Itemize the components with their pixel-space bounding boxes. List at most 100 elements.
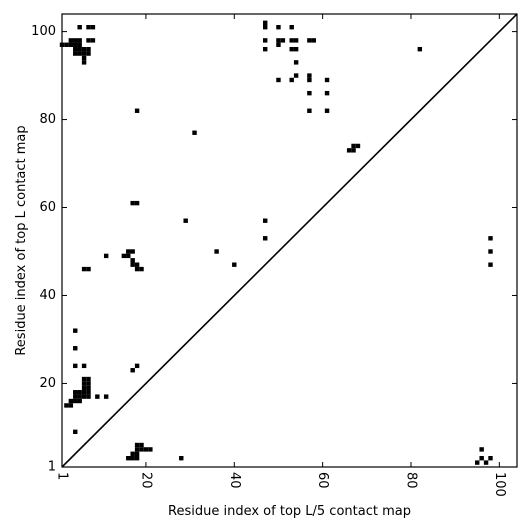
contact-cell xyxy=(139,447,144,452)
contact-cell xyxy=(86,381,91,386)
contact-cell xyxy=(280,38,286,43)
contact-cell xyxy=(73,346,78,351)
contact-cell xyxy=(81,381,87,386)
contact-cell xyxy=(289,46,294,52)
contact-cell xyxy=(81,51,87,56)
contact-cell xyxy=(293,73,299,78)
x-tick-label: 20 xyxy=(138,472,153,489)
contact-cell xyxy=(81,394,87,399)
contact-cell xyxy=(134,266,140,272)
contact-cell xyxy=(81,46,87,52)
contact-cell xyxy=(86,51,91,56)
contact-cell xyxy=(81,363,87,369)
contact-cell xyxy=(417,46,423,52)
contact-cell xyxy=(346,148,352,153)
x-tick-label: 80 xyxy=(403,472,418,489)
contact-cell xyxy=(263,38,268,43)
contact-cell xyxy=(77,398,82,404)
contact-cell xyxy=(130,249,135,254)
contact-cell xyxy=(73,46,78,52)
x-tick-label: 60 xyxy=(315,472,330,489)
contact-cell xyxy=(134,108,140,113)
contact-cell xyxy=(324,108,330,113)
contact-cell xyxy=(289,77,294,83)
y-tick-label: 1 xyxy=(48,460,56,475)
contact-cell xyxy=(263,218,268,223)
contact-cell xyxy=(263,25,268,30)
contact-cell xyxy=(276,77,281,83)
contact-cell xyxy=(130,258,135,263)
contact-cell xyxy=(86,394,91,399)
contact-cell xyxy=(77,394,82,399)
contact-cell xyxy=(143,447,149,452)
y-axis-ticks: 1 20 40 60 80 100 xyxy=(31,24,517,475)
contact-cell xyxy=(73,38,78,43)
x-tick-label: 40 xyxy=(227,472,242,489)
contact-cell xyxy=(355,143,361,149)
contact-cell xyxy=(293,38,299,43)
contact-cells xyxy=(59,20,493,465)
plot-frame xyxy=(61,13,518,468)
contact-cell xyxy=(134,451,140,457)
x-tick-label: 100 xyxy=(492,472,507,497)
contact-cell xyxy=(179,456,184,461)
contact-cell xyxy=(86,38,91,43)
contact-cell xyxy=(130,200,135,206)
contact-cell xyxy=(130,262,135,267)
y-axis-label: Residue index of top L contact map xyxy=(14,125,29,355)
contact-cell xyxy=(214,249,219,254)
contact-cell xyxy=(307,77,312,83)
contact-cell xyxy=(130,368,135,373)
contact-cell xyxy=(148,447,153,452)
contact-cell xyxy=(73,394,78,399)
contact-cell xyxy=(311,38,317,43)
y-tick-label: 80 xyxy=(39,112,56,127)
contact-cell xyxy=(77,42,82,47)
contact-cell xyxy=(68,38,74,43)
contact-cell xyxy=(81,55,87,61)
y-tick-label: 20 xyxy=(39,376,56,391)
contact-cell xyxy=(126,456,131,461)
contact-cell xyxy=(77,25,82,30)
contact-cell xyxy=(103,394,109,399)
contact-cell xyxy=(130,456,135,461)
contact-cell xyxy=(351,143,356,149)
contact-cell xyxy=(77,38,82,43)
contact-cell xyxy=(73,363,78,369)
diagonal-line xyxy=(61,13,518,468)
contact-cell xyxy=(81,266,87,272)
contact-cell xyxy=(103,253,109,259)
contact-cell xyxy=(307,108,312,113)
contact-cell xyxy=(307,90,312,96)
contact-cell xyxy=(289,25,294,30)
contact-cell xyxy=(479,456,484,461)
contact-cell xyxy=(73,398,78,404)
contact-cell xyxy=(86,376,91,382)
contact-cell xyxy=(263,236,268,241)
contact-cell xyxy=(139,442,144,448)
contact-cell xyxy=(134,456,140,461)
contact-cell xyxy=(126,249,131,254)
y-tick-label: 60 xyxy=(39,200,56,215)
contact-cell xyxy=(139,266,144,272)
contact-cell xyxy=(289,38,294,43)
x-axis-label: Residue index of top L/5 contact map xyxy=(168,504,411,519)
contact-cell xyxy=(64,403,69,408)
contact-cell xyxy=(77,51,82,56)
x-axis-ticks: 1 20 40 60 80 100 xyxy=(55,14,507,497)
x-tick-label: 1 xyxy=(55,472,70,480)
contact-cell xyxy=(81,385,87,391)
contact-cell xyxy=(324,77,330,83)
contact-cell xyxy=(73,42,78,47)
contact-cell xyxy=(488,236,493,241)
contact-cell xyxy=(307,38,312,43)
contact-cell xyxy=(479,447,484,452)
contact-cell xyxy=(183,218,188,223)
contact-cell xyxy=(81,376,87,382)
contact-cell xyxy=(90,38,96,43)
contact-cell xyxy=(263,20,268,25)
contact-cell xyxy=(293,60,299,65)
contact-cell xyxy=(134,447,140,452)
contact-cell xyxy=(86,46,91,52)
contact-cell xyxy=(86,385,91,391)
